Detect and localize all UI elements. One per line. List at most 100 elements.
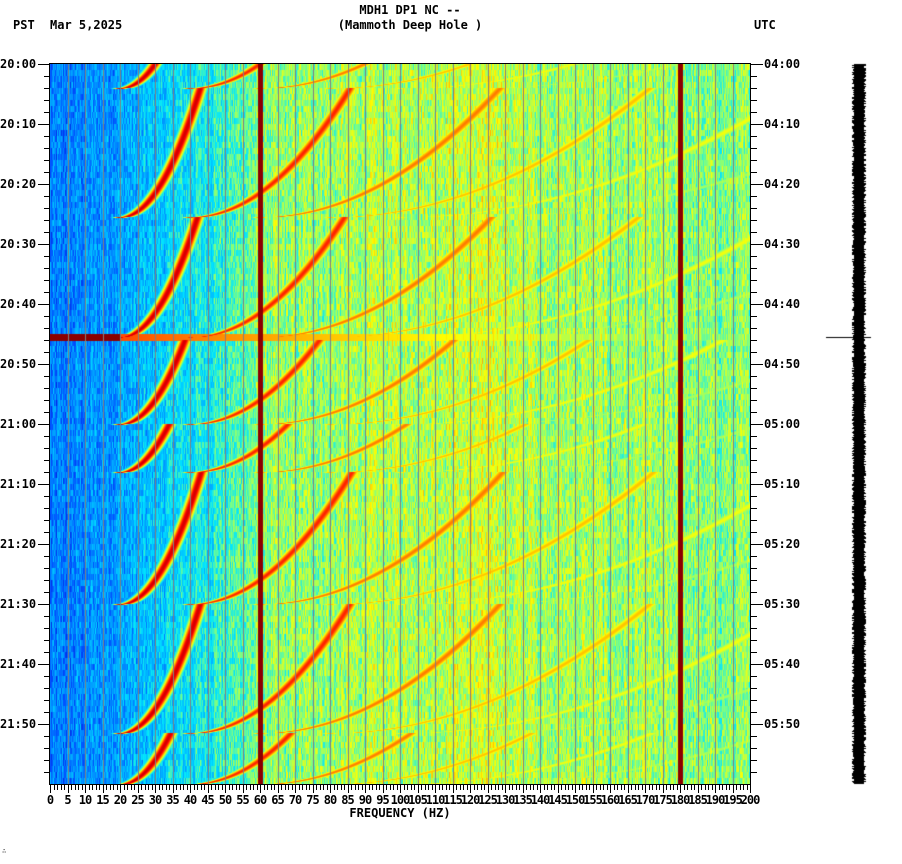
x-minor-tick — [411, 785, 412, 790]
x-major-tick — [505, 785, 506, 793]
x-tick-label: 155 — [583, 793, 603, 807]
title-station: MDH1 DP1 NC -- — [359, 3, 461, 17]
x-minor-tick — [337, 785, 338, 790]
x-major-tick — [190, 785, 191, 793]
x-minor-tick — [498, 785, 499, 790]
y-minor-tick — [44, 388, 50, 389]
x-tick-label: 20 — [113, 793, 127, 807]
y-minor-tick — [751, 736, 757, 737]
x-tick-label: 80 — [323, 793, 337, 807]
y-minor-tick — [751, 652, 757, 653]
y-major-tick — [751, 484, 763, 485]
x-minor-tick — [694, 785, 695, 790]
x-minor-tick — [327, 785, 328, 790]
x-minor-tick — [159, 785, 160, 790]
x-minor-tick — [236, 785, 237, 790]
y-left-tick-label: 20:10 — [0, 117, 37, 131]
x-minor-tick — [579, 785, 580, 790]
x-minor-tick — [414, 785, 415, 790]
plot-border-bottom — [50, 784, 751, 785]
x-tick-label: 190 — [705, 793, 726, 807]
x-minor-tick — [642, 785, 643, 790]
x-minor-tick — [736, 785, 737, 790]
x-minor-tick — [127, 785, 128, 790]
y-minor-tick — [44, 412, 50, 413]
y-minor-tick — [44, 760, 50, 761]
y-minor-tick — [751, 316, 757, 317]
y-minor-tick — [44, 508, 50, 509]
x-major-tick — [383, 785, 384, 793]
x-minor-tick — [729, 785, 730, 790]
x-minor-tick — [442, 785, 443, 790]
x-axis-title: FREQUENCY (HZ) — [349, 806, 451, 820]
y-minor-tick — [751, 100, 757, 101]
x-tick-label: 140 — [530, 793, 551, 807]
y-minor-tick — [44, 748, 50, 749]
x-minor-tick — [309, 785, 310, 790]
y-minor-tick — [751, 556, 757, 557]
x-minor-tick — [617, 785, 618, 790]
x-minor-tick — [64, 785, 65, 790]
y-minor-tick — [751, 772, 757, 773]
x-minor-tick — [649, 785, 650, 790]
y-minor-tick — [44, 328, 50, 329]
spectrogram-canvas — [50, 64, 750, 784]
x-minor-tick — [232, 785, 233, 790]
y-minor-tick — [44, 496, 50, 497]
x-minor-tick — [687, 785, 688, 790]
x-minor-tick — [316, 785, 317, 790]
x-minor-tick — [547, 785, 548, 790]
x-minor-tick — [743, 785, 744, 790]
x-tick-label: 60 — [253, 793, 267, 807]
x-tick-label: 25 — [131, 793, 144, 807]
y-minor-tick — [751, 340, 757, 341]
plot-border-top — [50, 63, 750, 64]
y-right-tick-label: 05:00 — [764, 417, 801, 431]
x-tick-label: 65 — [271, 793, 284, 807]
x-minor-tick — [355, 785, 356, 790]
x-minor-tick — [54, 785, 55, 790]
y-minor-tick — [751, 292, 757, 293]
x-minor-tick — [407, 785, 408, 790]
y-major-tick — [751, 724, 763, 725]
x-minor-tick — [708, 785, 709, 790]
x-minor-tick — [740, 785, 741, 790]
y-minor-tick — [751, 628, 757, 629]
x-minor-tick — [215, 785, 216, 790]
y-minor-tick — [751, 388, 757, 389]
y-minor-tick — [751, 376, 757, 377]
y-minor-tick — [751, 532, 757, 533]
y-minor-tick — [44, 352, 50, 353]
y-minor-tick — [44, 400, 50, 401]
y-minor-tick — [44, 712, 50, 713]
y-major-tick — [751, 604, 763, 605]
x-minor-tick — [358, 785, 359, 790]
x-minor-tick — [659, 785, 660, 790]
x-tick-label: 95 — [376, 793, 389, 807]
x-minor-tick — [638, 785, 639, 790]
x-minor-tick — [621, 785, 622, 790]
x-major-tick — [138, 785, 139, 793]
x-tick-label: 15 — [96, 793, 109, 807]
x-tick-label: 35 — [166, 793, 179, 807]
y-minor-tick — [751, 688, 757, 689]
x-major-tick — [400, 785, 401, 793]
x-minor-tick — [432, 785, 433, 790]
x-minor-tick — [218, 785, 219, 790]
y-minor-tick — [751, 460, 757, 461]
y-minor-tick — [751, 700, 757, 701]
x-minor-tick — [187, 785, 188, 790]
x-minor-tick — [701, 785, 702, 790]
y-minor-tick — [44, 472, 50, 473]
x-tick-label: 135 — [513, 793, 533, 807]
x-major-tick — [68, 785, 69, 793]
x-tick-label: 165 — [618, 793, 638, 807]
x-minor-tick — [673, 785, 674, 790]
y-minor-tick — [751, 412, 757, 413]
x-minor-tick — [425, 785, 426, 790]
x-minor-tick — [509, 785, 510, 790]
x-minor-tick — [341, 785, 342, 790]
plot-border-right — [750, 63, 751, 785]
x-tick-label: 40 — [183, 793, 197, 807]
y-major-tick — [38, 364, 50, 365]
